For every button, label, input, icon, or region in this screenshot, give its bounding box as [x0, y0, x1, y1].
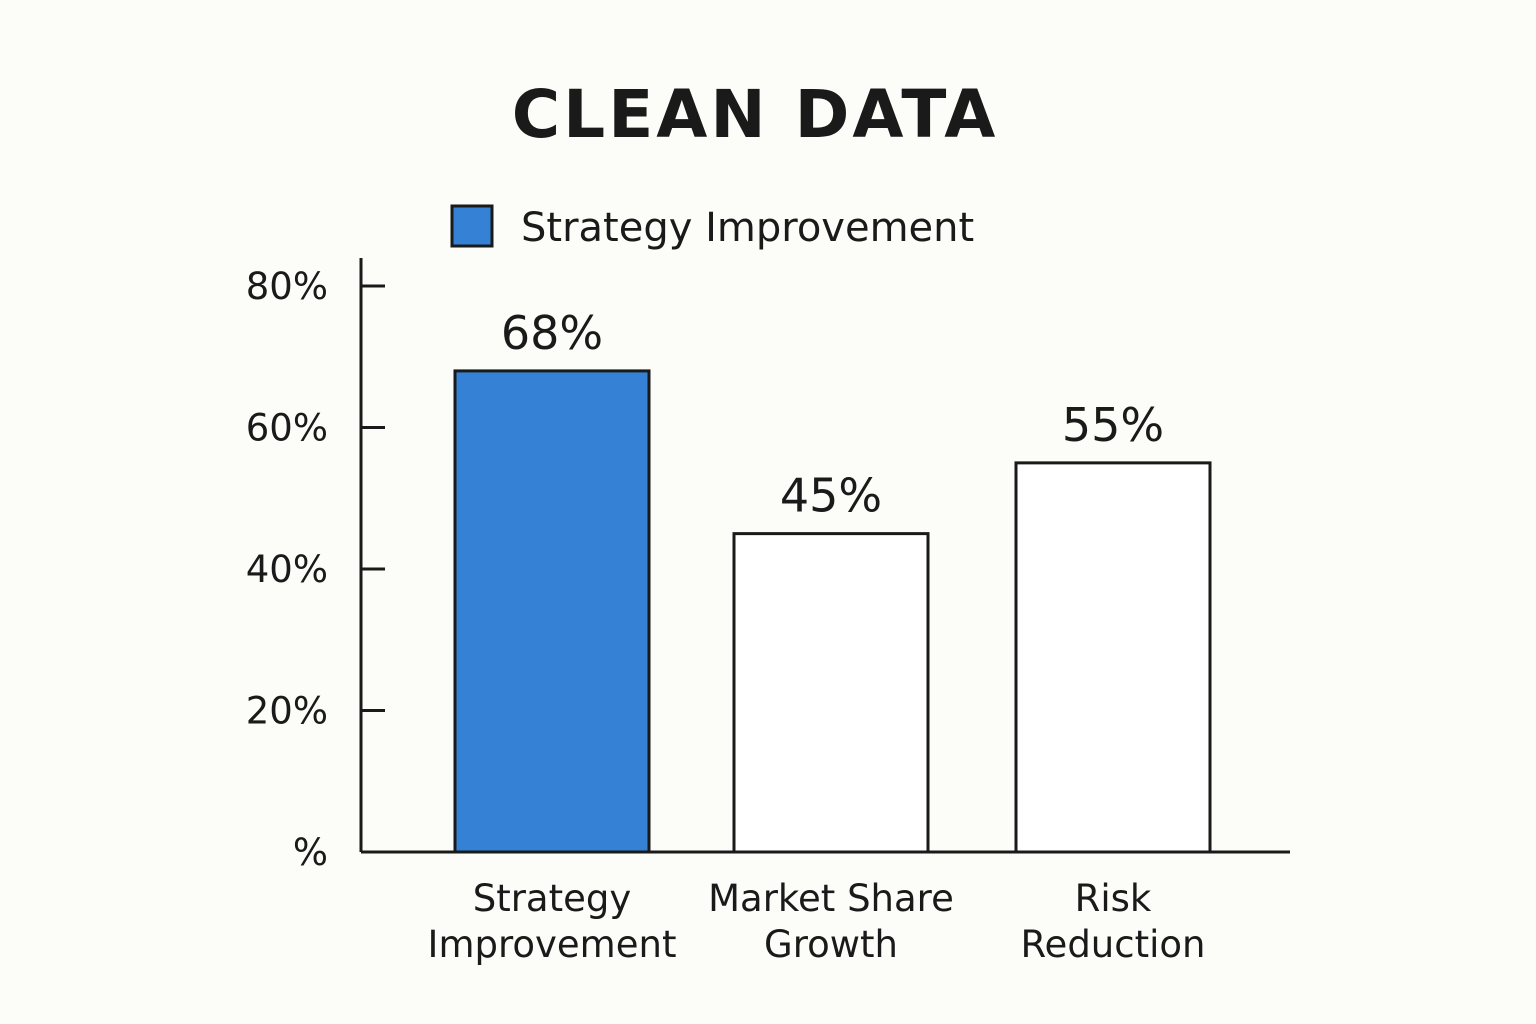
- x-category-label-line: Reduction: [1021, 923, 1206, 966]
- chart-title: CLEAN DATA: [512, 76, 999, 153]
- y-tick-label: 60%: [246, 407, 328, 450]
- legend: Strategy Improvement: [450, 204, 974, 251]
- x-category-label: Market Share Growth: [708, 877, 954, 966]
- x-category-label: Risk Reduction: [1021, 877, 1206, 966]
- x-category-label-line: Market Share: [708, 877, 954, 920]
- bar: [732, 532, 930, 854]
- y-tick-label: %: [293, 831, 328, 874]
- data-label: 45%: [780, 469, 882, 523]
- x-category-label-line: Risk: [1075, 877, 1152, 920]
- x-axis: Strategy Improvement Market Share Growth Ris…: [361, 850, 1290, 966]
- bar: [1014, 461, 1212, 854]
- legend-swatch: [450, 204, 494, 248]
- x-category-label-line: Growth: [764, 923, 898, 966]
- y-tick-label: 80%: [246, 265, 328, 308]
- y-tick-label: 20%: [246, 690, 328, 733]
- x-category-label-line: Strategy: [473, 877, 632, 920]
- bars: 68% 45% 55%: [453, 306, 1212, 854]
- legend-label: Strategy Improvement: [521, 205, 974, 251]
- bar: [453, 369, 651, 854]
- x-category-label-line: Improvement: [428, 923, 677, 966]
- data-label: 68%: [501, 306, 603, 360]
- data-label: 55%: [1062, 398, 1164, 452]
- y-tick-label: 40%: [246, 548, 328, 591]
- y-axis: % 20% 40% 60% 80%: [246, 258, 385, 874]
- x-category-label: Strategy Improvement: [428, 877, 677, 966]
